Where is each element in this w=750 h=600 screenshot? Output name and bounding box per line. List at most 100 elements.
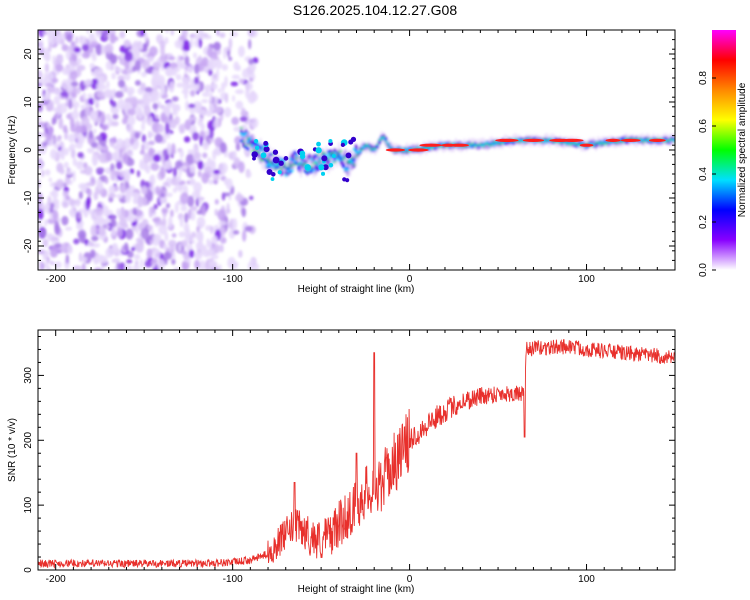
noise-blob xyxy=(38,138,41,144)
ridge-blob xyxy=(305,170,309,172)
ridge-blob xyxy=(356,153,360,155)
noise-blob xyxy=(179,216,184,228)
ridge-blob xyxy=(496,143,501,145)
ridge-blob xyxy=(384,140,388,142)
ridge-blob xyxy=(299,161,303,164)
ridge-blob xyxy=(314,162,318,165)
ridge-blob xyxy=(569,144,573,146)
noise-blob xyxy=(62,201,68,208)
noise-blob xyxy=(99,255,108,264)
noise-blob xyxy=(141,71,147,78)
colorbar-label: Normalized spectral amplitude xyxy=(737,82,748,217)
noise-blob xyxy=(65,195,71,201)
noise-blob xyxy=(38,192,43,203)
noise-blob xyxy=(82,92,86,101)
noise-blob xyxy=(68,98,73,110)
noise-blob xyxy=(66,33,73,43)
noise-blob xyxy=(193,181,202,194)
noise-blob xyxy=(111,226,116,237)
ridge-blob xyxy=(242,140,246,143)
ridge-speck xyxy=(321,155,328,162)
noise-blob xyxy=(211,254,219,260)
noise-blob xyxy=(67,244,73,255)
noise-blob xyxy=(204,85,210,93)
noise-blob xyxy=(189,205,198,212)
noise-blob xyxy=(54,137,62,142)
noise-blob xyxy=(96,90,105,99)
noise-blob xyxy=(213,41,222,51)
noise-blob xyxy=(126,86,135,96)
ridge-blob xyxy=(292,160,297,163)
ridge-blob xyxy=(639,138,643,140)
ridge-blob xyxy=(280,167,284,169)
noise-blob xyxy=(140,227,150,240)
noise-blob xyxy=(101,124,109,131)
noise-blob xyxy=(84,106,90,117)
noise-blob xyxy=(185,153,195,166)
ridge-blob xyxy=(318,157,322,161)
noise-blob xyxy=(153,154,161,163)
noise-blob xyxy=(116,208,122,217)
noise-blob xyxy=(192,34,201,40)
ridge-speck xyxy=(260,152,267,159)
noise-blob xyxy=(170,69,177,76)
noise-blob xyxy=(175,184,184,191)
noise-blob xyxy=(144,86,153,93)
ridge-blob xyxy=(258,158,263,161)
noise-blob xyxy=(95,43,103,56)
noise-blob xyxy=(194,103,202,114)
noise-blob xyxy=(58,148,65,158)
ridge-blob xyxy=(641,141,645,143)
colorbar: 0.0 0.2 0.4 0.6 0.8 Normalized spectral ampl… xyxy=(698,30,748,277)
noise-blob xyxy=(202,141,210,151)
ridge-blob xyxy=(295,157,299,160)
noise-blob xyxy=(244,225,253,232)
noise-blob xyxy=(155,70,160,75)
ridge-speck xyxy=(348,139,354,145)
noise-blob xyxy=(236,65,242,72)
ridge-blob xyxy=(386,144,390,146)
ridge-blob xyxy=(666,140,670,142)
ridge-speck xyxy=(283,156,289,161)
spectrogram-y-tick-label: -10 xyxy=(23,190,34,205)
ridge-speck xyxy=(263,146,270,153)
ridge-speck xyxy=(322,164,329,171)
ridge-blob xyxy=(335,154,339,157)
noise-blob xyxy=(198,36,203,49)
ridge-speck xyxy=(277,170,282,175)
ridge-blob xyxy=(562,142,566,144)
noise-blob xyxy=(148,130,152,139)
ridge-core xyxy=(408,148,429,152)
ridge-blob xyxy=(275,163,280,167)
noise-blob xyxy=(207,46,213,58)
noise-blob xyxy=(187,149,193,155)
noise-blob xyxy=(158,224,168,235)
noise-blob xyxy=(226,202,230,215)
noise-blob xyxy=(199,135,203,147)
noise-blob xyxy=(179,192,189,205)
noise-blob xyxy=(85,239,89,246)
noise-blob xyxy=(62,124,68,134)
noise-blob xyxy=(246,171,252,178)
noise-blob xyxy=(201,172,210,184)
noise-blob xyxy=(178,166,182,177)
noise-blob xyxy=(47,30,56,39)
noise-blob xyxy=(159,166,166,179)
noise-blob xyxy=(70,41,76,46)
noise-blob xyxy=(114,143,121,151)
ridge-blob xyxy=(239,138,244,143)
snr-x-tick-label: 0 xyxy=(407,574,413,585)
noise-blob xyxy=(124,61,130,70)
noise-blob xyxy=(248,58,254,65)
noise-blob xyxy=(189,163,196,174)
noise-blob xyxy=(157,123,165,133)
ridge-blob xyxy=(358,150,362,153)
ridge-blob xyxy=(333,161,337,164)
noise-blob xyxy=(73,238,80,245)
noise-blob xyxy=(80,104,86,110)
ridge-blob xyxy=(246,137,250,140)
noise-blob xyxy=(124,51,134,62)
ridge-blob xyxy=(329,156,333,159)
ridge-blob xyxy=(439,146,443,148)
noise-blob xyxy=(168,56,176,61)
